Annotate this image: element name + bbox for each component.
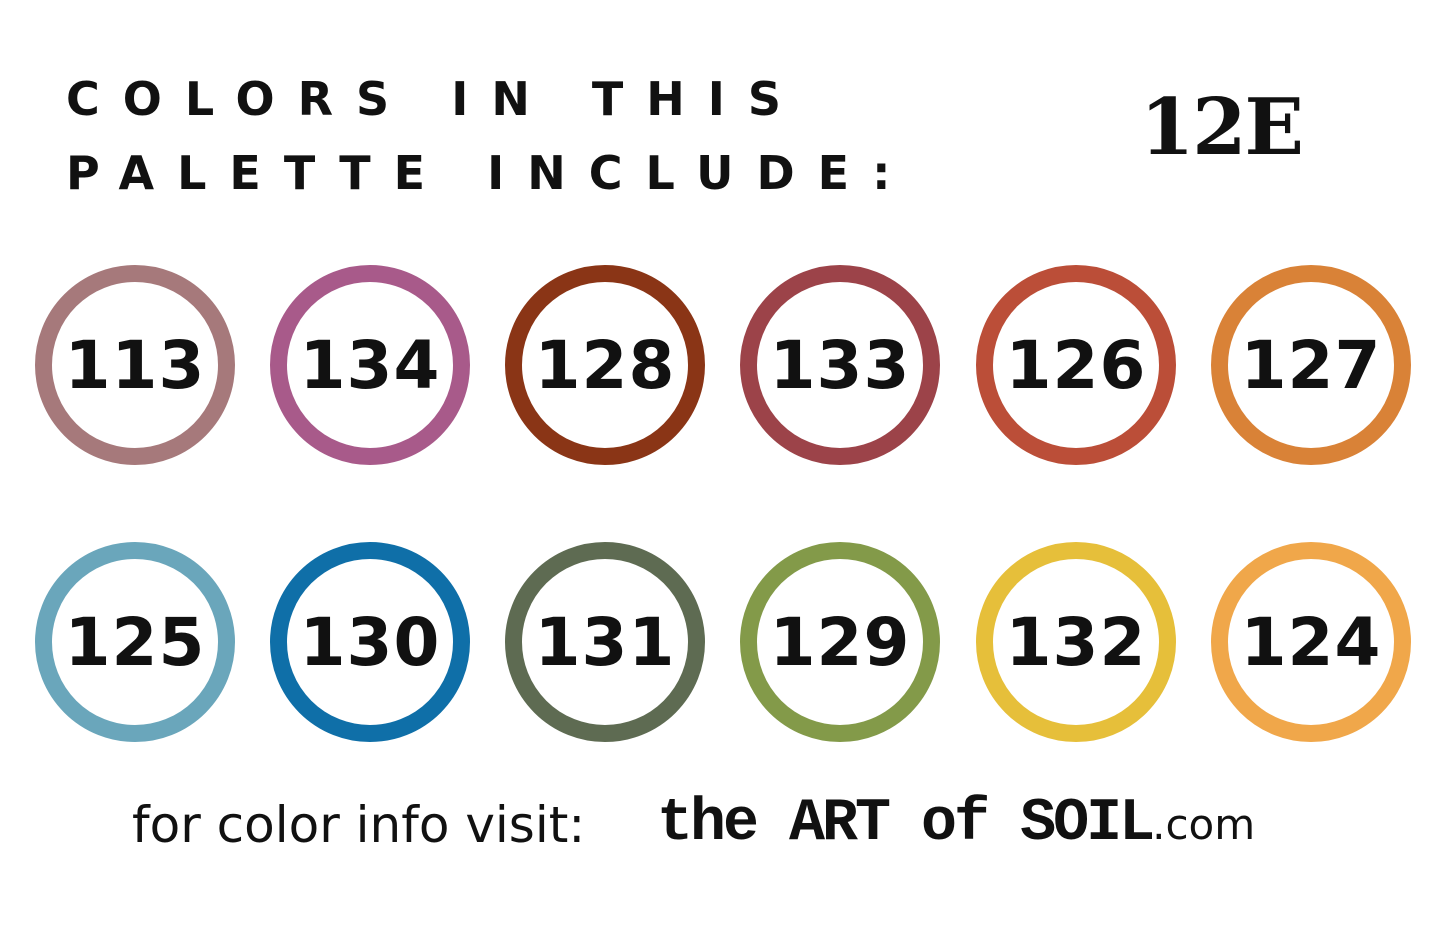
- title-line-1: Colors in this: [66, 72, 804, 126]
- color-swatch-132: 132: [976, 542, 1176, 742]
- footer-prompt: for color info visit:: [132, 796, 586, 854]
- palette-title: Colors in this palette include:: [66, 62, 913, 210]
- color-swatch-113: 113: [35, 265, 235, 465]
- domain-suffix: .com: [1152, 800, 1256, 849]
- footer: for color info visit: the ART of SOIL.co…: [132, 790, 1255, 858]
- color-swatch-134: 134: [270, 265, 470, 465]
- website-link[interactable]: the ART of SOIL.com: [657, 790, 1255, 858]
- color-swatch-124: 124: [1211, 542, 1411, 742]
- color-swatch-129: 129: [740, 542, 940, 742]
- color-swatch-127: 127: [1211, 265, 1411, 465]
- color-swatch-125: 125: [35, 542, 235, 742]
- palette-code: 12E: [1140, 82, 1304, 173]
- color-swatch-130: 130: [270, 542, 470, 742]
- color-swatch-131: 131: [505, 542, 705, 742]
- color-swatch-128: 128: [505, 265, 705, 465]
- color-swatch-133: 133: [740, 265, 940, 465]
- title-line-2: palette include:: [66, 146, 914, 200]
- color-swatch-126: 126: [976, 265, 1176, 465]
- brand-name: the ART of SOIL: [657, 790, 1155, 858]
